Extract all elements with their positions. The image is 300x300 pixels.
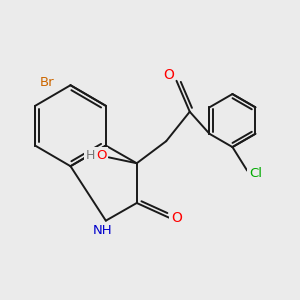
Text: Br: Br: [40, 76, 54, 89]
Text: O: O: [96, 148, 107, 161]
Text: O: O: [163, 68, 174, 82]
Text: O: O: [171, 211, 182, 225]
Text: NH: NH: [93, 224, 113, 238]
Text: Cl: Cl: [249, 167, 262, 180]
Text: H: H: [86, 148, 95, 161]
